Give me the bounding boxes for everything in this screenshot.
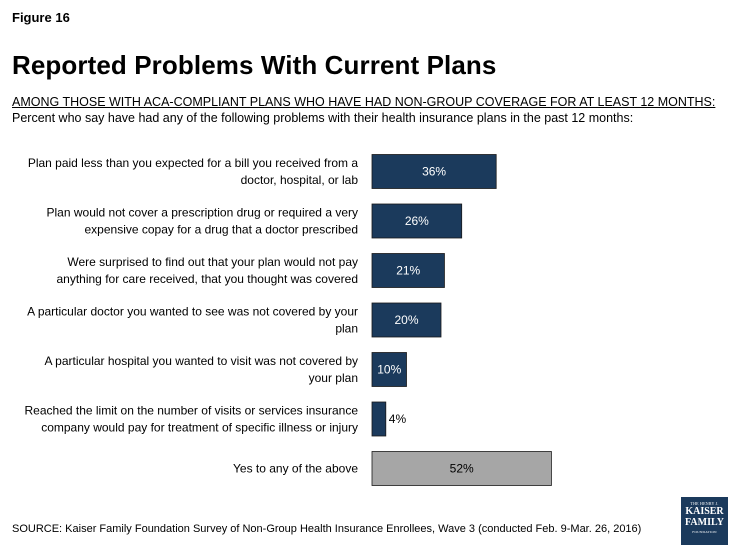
data-label: 20% <box>394 313 418 327</box>
bar <box>371 203 463 239</box>
bar-chart: Plan paid less than you expected for a b… <box>25 154 552 486</box>
bar <box>371 302 442 338</box>
category-label-line: Plan paid less than you expected for a b… <box>28 156 359 170</box>
logo-top-text: THE HENRY J. <box>690 501 719 506</box>
kaiser-logo: THE HENRY J. KAISER FAMILY FOUNDATION <box>681 497 728 545</box>
category-label-line: Yes to any of the above <box>233 462 358 476</box>
category-label-line: company would pay for treatment of speci… <box>41 421 358 435</box>
bar <box>371 154 497 189</box>
category-label-line: your plan <box>309 371 358 385</box>
category-label-line: Were surprised to find out that your pla… <box>67 255 358 269</box>
logo-line1: KAISER <box>685 506 724 517</box>
data-label: 36% <box>422 165 446 179</box>
category-label-line: plan <box>335 322 358 336</box>
subtitle: Percent who say have had any of the foll… <box>12 111 634 125</box>
category-label: Plan would not cover a prescription drug… <box>47 206 359 237</box>
category-label: Yes to any of the above <box>233 462 358 476</box>
category-label: Were surprised to find out that your pla… <box>56 255 358 286</box>
category-label-line: Reached the limit on the number of visit… <box>25 404 359 418</box>
category-label: Reached the limit on the number of visit… <box>25 404 359 435</box>
logo-bottom-text: FOUNDATION <box>692 530 717 534</box>
category-label-line: A particular doctor you wanted to see wa… <box>27 305 358 319</box>
category-label: A particular doctor you wanted to see wa… <box>27 305 358 336</box>
subtitle-caps: AMONG THOSE WITH ACA-COMPLIANT PLANS WHO… <box>12 95 716 109</box>
bar <box>371 352 407 387</box>
category-label-line: A particular hospital you wanted to visi… <box>45 354 359 368</box>
data-label: 4% <box>389 412 407 426</box>
bar-total <box>371 451 552 486</box>
source-footnote: SOURCE: Kaiser Family Foundation Survey … <box>12 523 642 535</box>
page-title: Reported Problems With Current Plans <box>12 50 497 80</box>
figure-label: Figure 16 <box>12 10 70 25</box>
logo-line2: FAMILY <box>685 517 724 528</box>
category-label-line: Plan would not cover a prescription drug… <box>47 206 359 220</box>
category-label: Plan paid less than you expected for a b… <box>28 156 359 187</box>
data-label: 52% <box>450 462 474 476</box>
data-label: 26% <box>405 214 429 228</box>
bar <box>371 253 445 288</box>
data-label: 10% <box>377 363 401 377</box>
bar <box>371 401 387 437</box>
category-label-line: doctor, hospital, or lab <box>241 173 359 187</box>
data-label: 21% <box>396 264 420 278</box>
category-label-line: anything for care received, that you tho… <box>56 272 358 286</box>
category-label-line: expensive copay for a drug that a doctor… <box>85 223 359 237</box>
category-label: A particular hospital you wanted to visi… <box>45 354 359 385</box>
